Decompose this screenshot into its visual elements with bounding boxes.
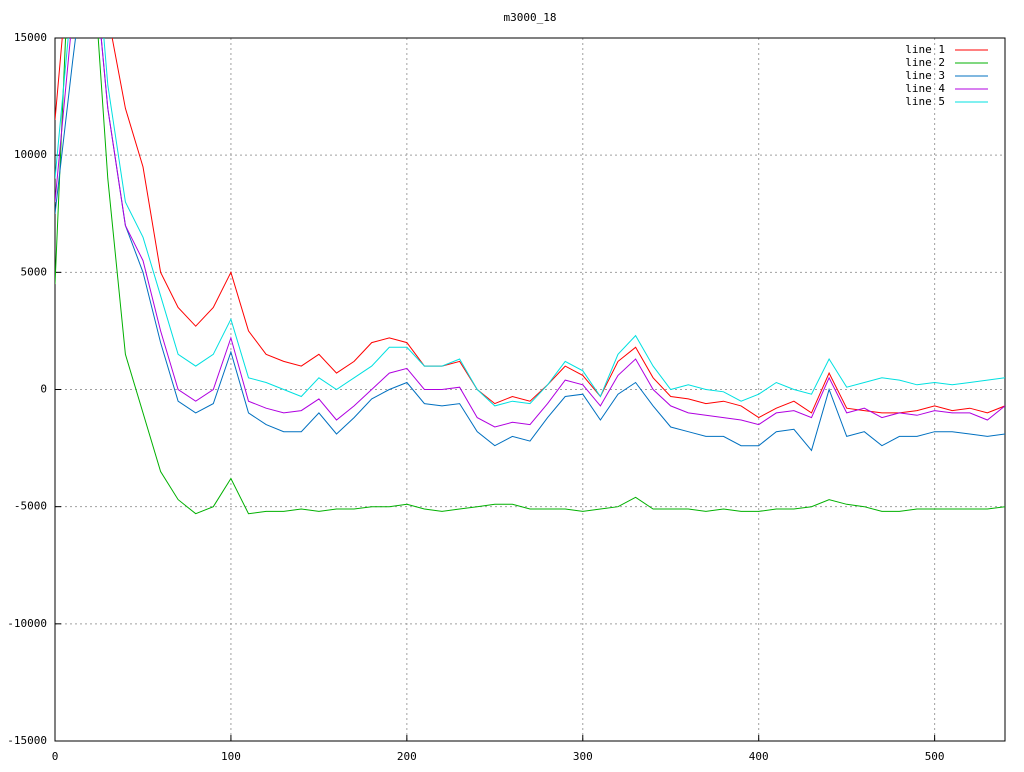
legend-label: line 1 <box>905 43 945 56</box>
chart-title: m3000_18 <box>504 11 557 24</box>
legend-label: line 4 <box>905 82 945 95</box>
y-tick-label: 5000 <box>21 265 48 278</box>
y-tick-label: 0 <box>40 383 47 396</box>
y-tick-label: -15000 <box>7 734 47 747</box>
y-tick-label: 10000 <box>14 148 47 161</box>
y-tick-label: -10000 <box>7 617 47 630</box>
y-tick-label: 15000 <box>14 31 47 44</box>
series-line <box>55 38 1005 452</box>
plot-frame <box>54 37 1006 742</box>
legend-label: line 3 <box>905 69 945 82</box>
legend-label: line 2 <box>905 56 945 69</box>
x-tick-label: 100 <box>221 750 241 763</box>
series-line <box>55 38 1005 515</box>
x-tick-label: 300 <box>573 750 593 763</box>
series-line <box>55 38 1005 419</box>
x-tick-label: 500 <box>925 750 945 763</box>
series-line <box>55 38 1005 428</box>
x-tick-label: 200 <box>397 750 417 763</box>
legend-label: line 5 <box>905 95 945 108</box>
series-line <box>55 38 1005 407</box>
y-tick-label: -5000 <box>14 500 47 513</box>
x-tick-label: 400 <box>749 750 769 763</box>
x-tick-label: 0 <box>52 750 59 763</box>
